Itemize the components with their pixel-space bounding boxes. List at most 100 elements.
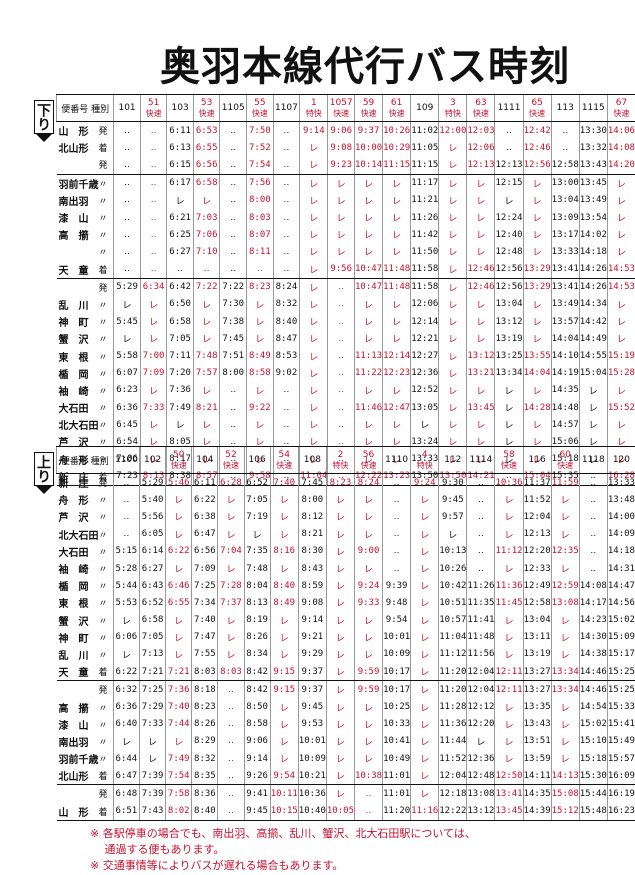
- time-cell: レ: [410, 416, 439, 434]
- time-cell: ‥: [327, 347, 355, 365]
- time-cell: 12:03: [466, 121, 495, 140]
- time-cell: 5:58: [113, 347, 141, 365]
- time-cell: ‥: [272, 208, 300, 227]
- time-cell: 11:21: [410, 191, 439, 209]
- time-cell: 15:19: [606, 347, 635, 365]
- table-row: 芦 沢〃 ‥ 5:56 レ 6:38 レ 7:19 レ 8:12 レレ ‥ レ 9:57 ‥ レ 12:04 レ…: [57, 508, 635, 526]
- service-number: 101: [118, 102, 136, 113]
- time-cell: ‥: [466, 542, 495, 560]
- time-cell: レ: [382, 416, 411, 434]
- service-type: 快速: [529, 108, 546, 118]
- time-cell: 15:28: [606, 364, 635, 382]
- service-type: 快速: [170, 460, 187, 470]
- time-cell: レ: [466, 313, 495, 331]
- arrive-depart-mark: 〃: [98, 599, 108, 610]
- time-cell: 6:45: [113, 416, 141, 434]
- time-cell: 14:17: [578, 594, 608, 612]
- time-cell: 10:33: [382, 715, 411, 733]
- time-cell: レ: [325, 767, 355, 786]
- time-cell: レ: [494, 191, 524, 209]
- time-cell: レ: [327, 208, 355, 227]
- time-cell: 6:27: [139, 559, 166, 578]
- time-cell: 6:17: [166, 174, 194, 192]
- time-cell: レ: [438, 295, 467, 314]
- time-cell: レ: [112, 645, 140, 664]
- time-cell: ‥: [192, 260, 220, 279]
- time-cell: 12:33: [522, 559, 552, 578]
- time-cell: 10:51: [438, 594, 467, 612]
- time-cell: 12:13: [466, 156, 495, 175]
- time-cell: ‥: [272, 243, 300, 261]
- time-cell: 11:48: [382, 260, 411, 279]
- time-cell: 13:12: [466, 347, 495, 365]
- service-number: 1105: [221, 102, 245, 113]
- service-number: 58: [503, 449, 515, 460]
- time-cell: 15:41: [606, 715, 635, 733]
- time-cell: レ: [325, 680, 355, 699]
- time-cell: 5:40: [139, 491, 166, 509]
- time-cell: レ: [494, 611, 524, 629]
- time-cell: レ: [354, 191, 383, 209]
- time-cell: レ: [522, 243, 552, 261]
- up-timetable: 便番号 種別 1100 102 50 快速 104 52 快速 106 54 快速 108 2 特快 56 快…: [56, 446, 635, 821]
- arrive-depart-mark: 〃: [98, 196, 108, 207]
- service-header: 1105: [219, 94, 247, 122]
- service-number: 67: [615, 97, 628, 108]
- time-cell: ‥: [494, 139, 524, 157]
- time-cell: レ: [299, 260, 328, 279]
- time-cell: ‥: [139, 226, 167, 244]
- station-name: 乱 川: [58, 650, 89, 662]
- time-cell: 6:47: [112, 767, 140, 786]
- time-cell: レ: [438, 525, 467, 543]
- time-cell: 9:45: [438, 491, 467, 509]
- table-row: 北大石田〃 ‥ 6:05 レ 6:47 レレレ 8:21 レレ ‥ レレ ‥ レ 12:13 レ ‥ 14:0…: [57, 525, 635, 543]
- table-row: 南出羽〃 ‥ ‥ レレ ‥ 8:00 ‥ レレレレ 11:21 レレレレ 13:04 13:49 レ: [57, 191, 635, 209]
- time-cell: ‥: [327, 399, 355, 417]
- arrive-depart-mark: 〃: [98, 335, 108, 346]
- service-header: 1107: [272, 94, 300, 122]
- time-cell: 14:35: [550, 381, 580, 399]
- time-cell: 8:26: [243, 628, 271, 646]
- footnote-line: ※ 各駅停車の場合でも、南出羽、高擶、乱川、蟹沢、北大石田駅については、: [90, 827, 476, 840]
- time-cell: ‥: [272, 399, 300, 417]
- service-header: 52 快速: [217, 446, 245, 474]
- time-cell: 10:13: [438, 542, 467, 560]
- time-cell: 13:54: [578, 208, 608, 227]
- time-cell: 14:08: [578, 577, 608, 595]
- time-cell: レ: [353, 525, 383, 543]
- arrive-depart-mark: 発: [98, 790, 108, 801]
- station-name: 高 擶: [58, 231, 89, 243]
- time-cell: 10:09: [297, 750, 327, 768]
- station-name: [56, 156, 99, 175]
- time-cell: レ: [113, 330, 141, 348]
- time-cell: レ: [139, 750, 166, 768]
- arrive-depart-mark: 着: [98, 663, 114, 682]
- time-cell: 6:58: [139, 611, 166, 629]
- time-cell: ‥: [139, 156, 167, 175]
- time-cell: レ: [269, 750, 299, 768]
- time-cell: 15:33: [606, 698, 635, 716]
- service-type: 快速: [198, 108, 215, 118]
- table-row: 天 童着 6:22 7:21 7:21 8:03 8:03 8:42 9:15 9:37 レ 9:5…: [56, 663, 635, 682]
- time-cell: レ: [522, 226, 552, 244]
- time-cell: 12:36: [410, 364, 439, 382]
- time-cell: 12:24: [494, 208, 524, 227]
- table-row: 羽前千歳〃 ‥ ‥ 6:17 6:58 ‥ 7:56 ‥ レレレレ 11:17 レレ 12:15 レ 13…: [57, 174, 635, 192]
- time-cell: レ: [299, 364, 328, 382]
- time-cell: 14:18: [578, 243, 608, 261]
- time-cell: 13:49: [578, 191, 608, 209]
- time-cell: 12:00: [438, 121, 467, 140]
- time-cell: 7:25: [191, 577, 218, 595]
- page-title: 奥羽本線代行バス時刻: [160, 44, 570, 90]
- time-cell: 9:41: [243, 784, 271, 803]
- time-cell: レ: [410, 594, 439, 612]
- time-cell: 6:58: [192, 174, 220, 192]
- time-cell: レ: [438, 191, 467, 209]
- time-cell: 14:00: [606, 508, 635, 526]
- service-number: 1115: [581, 102, 605, 113]
- time-cell: レ: [269, 715, 299, 733]
- time-cell: 14:26: [578, 260, 608, 279]
- time-cell: 12:14: [410, 313, 439, 331]
- time-cell: 12:58: [550, 156, 580, 175]
- station-name: 舟 形: [58, 496, 89, 508]
